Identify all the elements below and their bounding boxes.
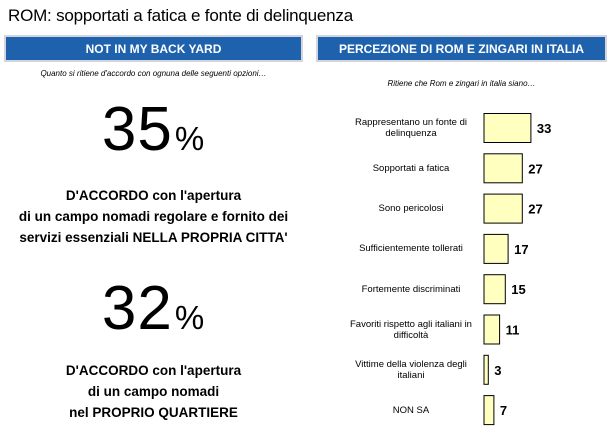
- bar: [483, 314, 501, 345]
- bar: [483, 233, 509, 264]
- city-camp-stat: 35% D'ACCORDO con l'apertura di un campo…: [4, 99, 303, 248]
- neighborhood-camp-line: nel PROPRIO QUARTIERE: [69, 405, 238, 420]
- city-camp-line: di un campo nomadi regolare e fornito de…: [18, 209, 289, 224]
- bar: [483, 113, 532, 143]
- city-camp-line: D'ACCORDO con l'apertura: [65, 188, 242, 203]
- category-label: Favoriti rispetto agli italiani in diffi…: [350, 318, 472, 341]
- bar-value-label: 15: [511, 282, 525, 297]
- neighborhood-camp-line: D'ACCORDO con l'apertura: [65, 363, 242, 378]
- perception-panel-header: PERCEZIONE DI ROM E ZINGARI IN ITALIA: [316, 35, 607, 62]
- category-label: Vittime della violenza degli italiani: [355, 358, 467, 381]
- nimby-question: Quanto si ritiene d'accordo con ognuna d…: [40, 69, 267, 78]
- city-camp-line: servizi essenziali NELLA PROPRIA CITTA': [19, 230, 288, 245]
- neighborhood-camp-percentage: 32%: [4, 278, 303, 349]
- category-label: Fortemente discriminati: [361, 283, 461, 295]
- category-label: Rappresentano un fonte di delinquenza: [355, 117, 467, 139]
- bar: [483, 193, 523, 224]
- bar: [483, 395, 495, 426]
- city-camp-number: 35: [101, 95, 173, 164]
- perception-question: Ritiene che Rom e zingari in italia sian…: [387, 79, 536, 88]
- bar: [483, 153, 523, 184]
- nimby-panel-header: NOT IN MY BACK YARD: [4, 35, 303, 62]
- city-camp-percentage: 35%: [4, 99, 303, 170]
- category-label: Sufficientemente tollerati: [359, 243, 463, 255]
- bar: [483, 274, 506, 305]
- bar-value-label: 27: [528, 161, 542, 176]
- category-label: NON SA: [392, 404, 430, 416]
- bar-value-label: 27: [528, 202, 542, 217]
- bar-value-label: 7: [500, 403, 507, 418]
- neighborhood-camp-number: 32: [101, 274, 173, 343]
- category-label: Sopportati a fatica: [372, 162, 450, 174]
- city-camp-description: D'ACCORDO con l'apertura di un campo nom…: [4, 185, 303, 248]
- neighborhood-camp-description: D'ACCORDO con l'apertura di un campo nom…: [4, 360, 303, 423]
- category-label: Sono pericolosi: [378, 203, 444, 215]
- bar-value-label: 11: [506, 323, 520, 338]
- neighborhood-camp-stat: 32% D'ACCORDO con l'apertura di un campo…: [4, 278, 303, 423]
- page-title: ROM: sopportati a fatica e fonte di deli…: [8, 6, 353, 25]
- neighborhood-camp-line: di un campo nomadi: [87, 384, 220, 399]
- neighborhood-camp-percent-sign: %: [174, 299, 206, 336]
- bar-value-label: 3: [494, 363, 501, 378]
- bar: [483, 354, 489, 385]
- bar-value-label: 33: [537, 121, 551, 136]
- city-camp-percent-sign: %: [174, 120, 206, 157]
- bar-value-label: 17: [514, 242, 528, 257]
